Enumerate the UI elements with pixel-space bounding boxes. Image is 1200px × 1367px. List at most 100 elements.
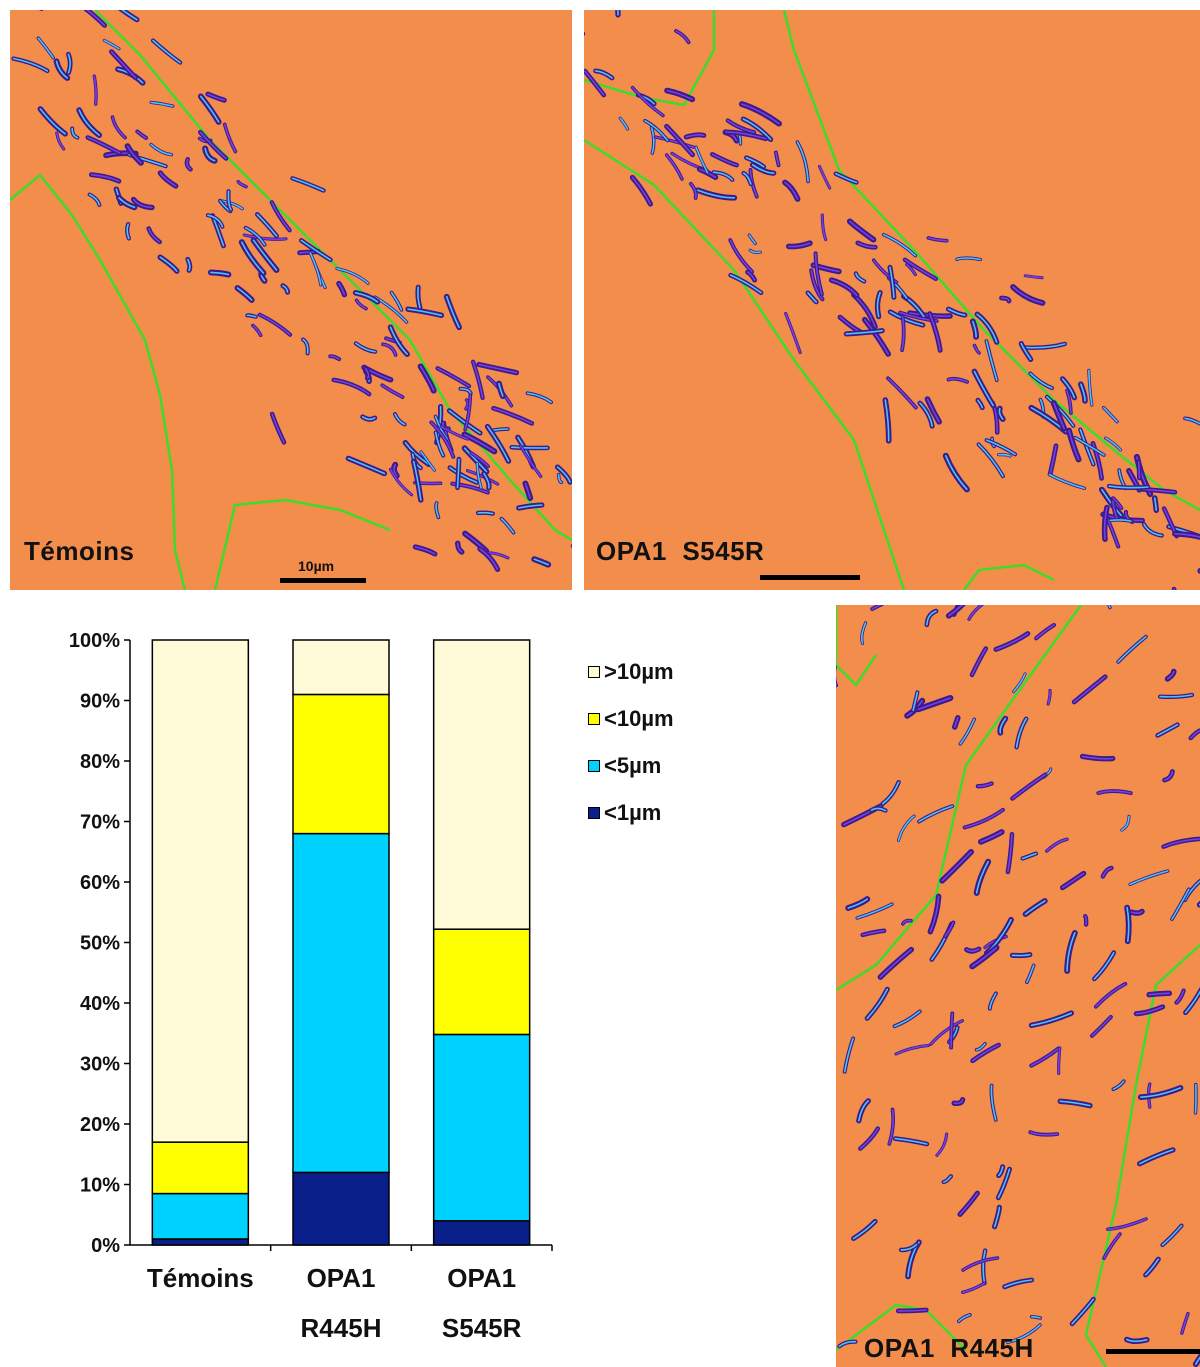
mitochondrion-highlight: [697, 189, 736, 199]
mitochondrion-highlight: [332, 379, 370, 395]
mitochondrion: [728, 238, 754, 274]
mitochondrion-highlight: [775, 151, 780, 167]
mitochondrion-highlight: [861, 930, 885, 936]
mitochondrion-highlight: [244, 227, 266, 246]
mitochondrion-highlight: [236, 287, 253, 301]
mitochondrion-highlight: [1046, 396, 1075, 427]
x-tick-label: OPA1: [307, 1263, 376, 1293]
mitochondrion-highlight: [976, 313, 998, 343]
micrograph-controls: Témoins 10µm: [10, 10, 572, 590]
mitochondrion-highlight: [1023, 343, 1066, 349]
mitochondrion-highlight: [950, 1012, 954, 1049]
stacked-bar-chart: 0% 10% 20% 30% 40% 50% 60% 70% 80% 90% 100% Témoins…: [69, 630, 553, 1343]
mitochondrion-highlight: [492, 428, 509, 432]
mitochondrion-highlight: [1021, 852, 1037, 860]
mitochondrion-highlight: [665, 154, 683, 180]
mitochondrion-highlight: [879, 948, 913, 978]
mitochondrion-highlight: [982, 1249, 986, 1285]
mitochondrion-highlight: [478, 363, 518, 374]
mitochondrion-highlight: [1081, 755, 1114, 760]
mitochondrion-highlight: [1074, 436, 1105, 456]
mitochondrion-highlight: [1103, 506, 1108, 540]
mitochondrion-highlight: [742, 172, 752, 185]
mitochondrion-highlight: [121, 10, 138, 21]
mitochondrion-highlight: [1173, 588, 1176, 590]
mitochondrion-highlight: [594, 70, 613, 79]
mitochondrion: [880, 780, 901, 806]
bar-segment: [432, 639, 531, 930]
x-tick-label: OPA1: [447, 1263, 516, 1293]
mitochondrion-highlight: [1020, 342, 1032, 361]
cell-outline: [836, 605, 1083, 992]
mitochondrion-highlight: [132, 198, 153, 209]
mitochondrion-highlight: [1184, 417, 1200, 425]
micrograph-r445h: OPA1 R445H: [836, 605, 1200, 1367]
mitochondrion-highlight: [893, 1010, 921, 1027]
mitochondrion-highlight: [619, 117, 629, 130]
mitochondrion-highlight: [237, 180, 247, 188]
mitochondrion-highlight: [227, 190, 232, 211]
mitochondrion-highlight: [207, 93, 226, 101]
mitochondrion-highlight: [159, 256, 178, 272]
mitochondrion-highlight: [1112, 497, 1123, 509]
mitochondrion-highlight: [556, 466, 571, 483]
mitochondrion-highlight: [644, 120, 669, 142]
mitochondrion-highlight: [965, 948, 980, 952]
x-tick-label: Témoins: [147, 1263, 254, 1293]
mitochondrion-highlight: [997, 1168, 1011, 1199]
mitochondrion-highlight: [975, 860, 989, 894]
mitochondrion-highlight: [389, 326, 408, 355]
mitochondrion-highlight: [749, 249, 762, 254]
mitochondrion-highlight: [1126, 1338, 1148, 1343]
mitochondrion-highlight: [1195, 1356, 1200, 1365]
legend-item: >10µm: [588, 648, 674, 695]
mitochondrion: [828, 277, 860, 298]
mitochondrion-highlight: [347, 457, 386, 475]
mitochondrion-highlight: [977, 782, 993, 788]
mitochondrion-highlight: [1057, 1047, 1061, 1075]
mitochondrion-highlight: [901, 315, 905, 351]
mitochondrion-highlight: [961, 1282, 986, 1294]
panel-label-r445h: OPA1 R445H: [864, 1333, 1034, 1363]
mitochondrion-highlight: [975, 1042, 986, 1051]
mitochondrion-highlight: [998, 407, 1004, 420]
mitochondrion-highlight: [336, 267, 369, 285]
mitochondrion-highlight: [1088, 369, 1093, 406]
mitochondrion-highlight: [917, 697, 952, 710]
mitochondrion-highlight: [838, 1340, 857, 1348]
mitochondrion: [110, 115, 127, 140]
mitochondrion-highlight: [126, 145, 142, 164]
mitochondrion-highlight: [1053, 402, 1065, 430]
mitochondrion-highlight: [788, 242, 811, 248]
mitochondrion-highlight: [1102, 406, 1118, 423]
mitochondrion-highlight: [1174, 533, 1200, 538]
mitochondrion-highlight: [1190, 729, 1200, 739]
mitochondrion-highlight: [1140, 1087, 1182, 1098]
mitochondrion-highlight: [1091, 1016, 1112, 1037]
mitochondrion-highlight: [741, 103, 780, 125]
mitochondrion-highlight: [243, 234, 287, 241]
mitochondrion-highlight: [1080, 383, 1086, 402]
bar-segment: [432, 928, 531, 1036]
mitochondrion-highlight: [784, 181, 799, 200]
mitochondrion-highlight: [866, 988, 889, 1020]
bar-segment: [432, 1220, 531, 1246]
mitochondrion-highlight: [936, 1133, 948, 1157]
legend-label: >10µm: [604, 658, 674, 684]
mitochondrion-highlight: [1061, 378, 1076, 399]
mitochondrion-highlight: [223, 123, 237, 153]
mitochondrion-highlight: [1166, 670, 1175, 680]
cell-outline: [963, 563, 1055, 590]
bar-segment: [151, 1238, 250, 1246]
cell-outline: [1084, 944, 1200, 1367]
mitochondrion-highlight: [1097, 790, 1132, 794]
mitochondrion-highlight: [985, 439, 1016, 456]
mitochondrion-highlight: [1029, 372, 1053, 389]
mitochondrion: [1137, 1085, 1184, 1100]
mitochondrion-highlight: [1137, 461, 1141, 479]
mitochondrion-highlight: [858, 1100, 870, 1122]
mitochondrion-highlight: [12, 57, 49, 72]
y-tick-label: 0%: [91, 1235, 120, 1257]
mitochondrion-highlight: [1011, 953, 1031, 957]
x-tick-label: S545R: [442, 1313, 522, 1343]
